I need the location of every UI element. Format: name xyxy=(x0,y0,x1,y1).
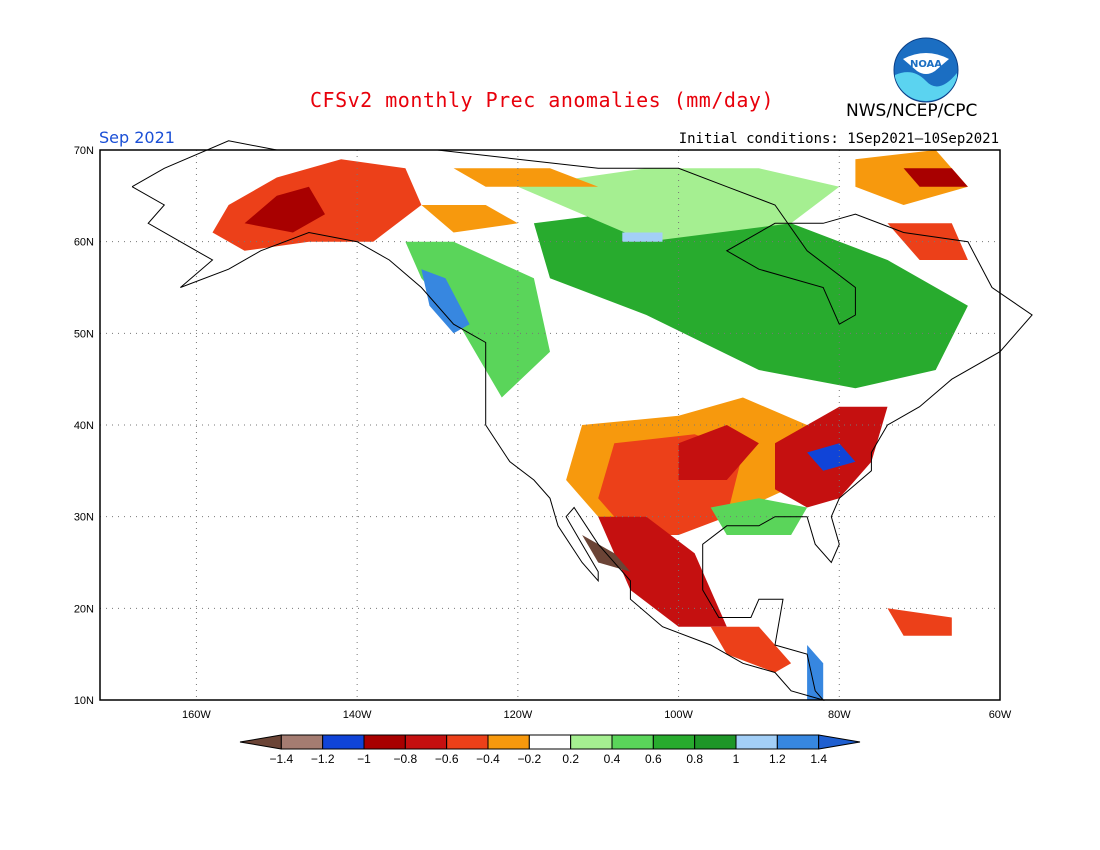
colorbar-label: −0.2 xyxy=(517,752,541,766)
anomaly-region-21 xyxy=(887,608,952,636)
anomaly-region-1 xyxy=(244,186,325,233)
lon-label: 80W xyxy=(828,709,851,721)
anomaly-region-7 xyxy=(622,232,663,242)
lat-label: 20N xyxy=(74,603,94,615)
colorbar-segment xyxy=(611,734,654,750)
anomaly-region-12 xyxy=(807,443,856,471)
colorbar-label: −1.4 xyxy=(269,752,293,766)
map-gridlines xyxy=(100,150,1000,700)
forecast-month: Sep 2021 xyxy=(99,128,175,147)
lon-label: 140W xyxy=(343,709,372,721)
colorbar-label: −0.4 xyxy=(476,752,500,766)
lon-label: 60W xyxy=(989,709,1012,721)
coastline-north-america xyxy=(131,140,1033,701)
colorbar-label: −0.8 xyxy=(393,752,417,766)
colorbar-segment xyxy=(239,734,282,750)
map-title: CFSv2 monthly Prec anomalies (mm/day) xyxy=(310,88,775,112)
anomaly-region-2 xyxy=(421,205,518,233)
colorbar-segment xyxy=(487,734,530,750)
colorbar-segment xyxy=(528,734,572,750)
latitude-labels: 70N 60N 50N 40N 30N 20N 10N xyxy=(74,145,94,707)
initial-conditions: Initial conditions: 1Sep2021–10Sep2021 xyxy=(678,131,999,147)
colorbar-segment xyxy=(280,734,324,750)
colorbar-label: 0.8 xyxy=(686,752,703,766)
anomaly-region-20 xyxy=(887,223,968,260)
colorbar-segment xyxy=(818,734,861,750)
colorbar-segment xyxy=(446,734,489,750)
colorbar-segment xyxy=(570,734,613,750)
colorbar-label: 0.4 xyxy=(604,752,621,766)
colorbar-segment xyxy=(652,734,696,750)
colorbar-label: −0.6 xyxy=(435,752,459,766)
anomaly-region-16 xyxy=(710,626,792,673)
agency-label: NWS/NCEP/CPC xyxy=(846,101,978,121)
noaa-logo: NOAA xyxy=(893,37,959,103)
map-frame xyxy=(99,149,1001,701)
anomaly-region-22 xyxy=(453,168,599,187)
lat-label: 30N xyxy=(74,512,94,524)
lat-label: 60N xyxy=(74,237,94,249)
longitude-labels: 160W 140W 120W 100W 80W 60W xyxy=(182,709,1012,721)
colorbar-label: −1.2 xyxy=(311,752,335,766)
colorbar-segment xyxy=(322,734,365,750)
colorbar-label: 1 xyxy=(733,752,740,766)
colorbar-segment xyxy=(404,734,448,750)
anomaly-region-10 xyxy=(678,425,759,480)
colorbar-label: 0.6 xyxy=(645,752,662,766)
colorbar-segment xyxy=(363,734,406,750)
lon-label: 100W xyxy=(664,709,693,721)
colorbar-label: 1.2 xyxy=(769,752,786,766)
anomaly-region-14 xyxy=(598,516,727,627)
colorbar-segment xyxy=(694,734,737,750)
lat-label: 50N xyxy=(74,328,94,340)
anomaly-region-5 xyxy=(533,205,968,389)
lon-label: 160W xyxy=(182,709,211,721)
colorbar: −1.4 −1.2 −1 −0.8 −0.6 −0.4 −0.2 0.2 0.4 0.6 0.8 1 1… xyxy=(239,734,861,766)
anomaly-region-19 xyxy=(903,168,968,187)
colorbar-segment xyxy=(735,734,778,750)
logo-text: NOAA xyxy=(910,59,942,70)
anomaly-region-4 xyxy=(421,269,470,334)
colorbar-label: −1 xyxy=(357,752,371,766)
lat-label: 40N xyxy=(74,420,94,432)
anomaly-region-17 xyxy=(807,645,824,700)
lon-label: 120W xyxy=(503,709,532,721)
lat-label: 10N xyxy=(74,695,94,707)
lat-label: 70N xyxy=(74,145,94,157)
colorbar-label: 1.4 xyxy=(810,752,827,766)
colorbar-segment xyxy=(776,734,820,750)
coastlines xyxy=(131,140,1033,701)
colorbar-label: 0.2 xyxy=(562,752,579,766)
anomaly-regions xyxy=(212,150,968,700)
